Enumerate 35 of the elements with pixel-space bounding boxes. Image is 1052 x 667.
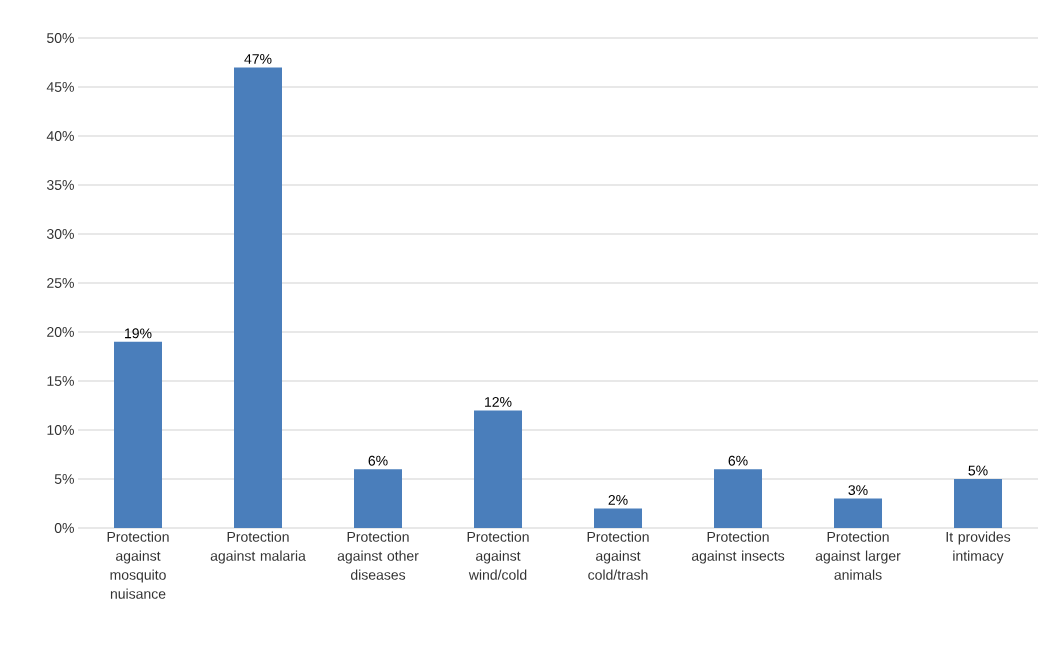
x-tick-label: Protection against insects xyxy=(691,531,785,564)
y-tick-label: 30% xyxy=(46,229,74,239)
y-tick-label: 40% xyxy=(46,131,74,141)
data-label: 3% xyxy=(848,485,868,496)
y-tick-label: 45% xyxy=(46,82,74,92)
x-tick-label: Protection against wind/cold xyxy=(467,531,529,580)
y-tick-label: 35% xyxy=(46,180,74,190)
x-tick-label: Protection against larger animals xyxy=(815,531,901,580)
y-tick-label: 25% xyxy=(47,278,74,288)
data-label: 19% xyxy=(125,328,152,339)
data-label: 6% xyxy=(728,455,748,466)
y-tick-label: 20% xyxy=(47,327,74,337)
data-label: 47% xyxy=(244,54,272,64)
bar xyxy=(834,498,883,528)
y-tick-label: 0% xyxy=(54,523,74,533)
x-tick-label: Protection against mosquito nuisance xyxy=(107,531,169,599)
x-tick-label: Protection against other diseases xyxy=(337,531,419,580)
data-label: 12% xyxy=(485,397,512,407)
bar xyxy=(594,508,643,528)
y-tick-label: 5% xyxy=(54,474,74,484)
y-tick-label: 50% xyxy=(47,33,74,43)
data-label: 6% xyxy=(368,455,388,466)
x-tick-label: Protection against cold/trash xyxy=(587,531,649,580)
x-tick-label: It provides intimacy xyxy=(946,531,1011,564)
bar xyxy=(234,67,282,528)
data-label: 5% xyxy=(968,465,988,476)
bar xyxy=(954,479,1003,528)
y-tick-label: 15% xyxy=(47,376,74,386)
y-tick-label: 10% xyxy=(47,425,74,435)
data-label: 2% xyxy=(608,495,628,505)
bar xyxy=(114,341,162,528)
bar xyxy=(474,410,522,528)
bar xyxy=(354,469,402,528)
bar xyxy=(714,469,763,528)
x-tick-label: Protection against malaria xyxy=(210,531,306,564)
